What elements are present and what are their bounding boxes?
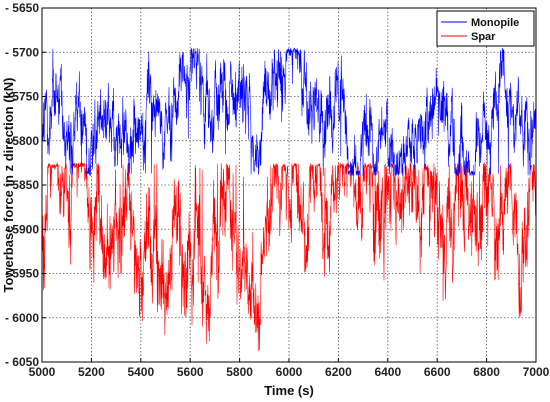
x-tick-label: 5200: [78, 365, 105, 379]
x-tick-label: 6000: [276, 365, 303, 379]
x-tick-label: 6200: [325, 365, 352, 379]
y-axis-label: Towerbase force in z direction (kN): [1, 77, 16, 292]
series-line-monopile: [41, 47, 537, 177]
x-tick-label: 5000: [29, 365, 56, 379]
x-tick-label: 6800: [473, 365, 500, 379]
x-tick-label: 5400: [127, 365, 154, 379]
x-tick-label: 5800: [226, 365, 253, 379]
x-tick-label: 6600: [424, 365, 451, 379]
legend-label-spar: Spar: [471, 31, 496, 43]
y-tick-label: - 5900: [5, 222, 39, 236]
y-tick-label: - 5750: [5, 90, 39, 104]
legend-box: [436, 10, 535, 47]
y-tick-label: - 5650: [5, 1, 39, 15]
series-group: [41, 47, 537, 352]
x-axis-ticks: 5000 5200 5400 5600 5800 6000 6200 6400 6600 6800…: [29, 358, 550, 379]
x-tick-label: 7000: [523, 365, 550, 379]
x-tick-label: 6400: [374, 365, 401, 379]
x-axis-label: Time (s): [264, 383, 314, 398]
x-tick-label: 5600: [177, 365, 204, 379]
y-tick-label: - 5800: [5, 134, 39, 148]
legend: Monopile Spar: [436, 10, 535, 47]
y-tick-label: - 5850: [5, 178, 39, 192]
y-tick-label: - 5950: [5, 267, 39, 281]
legend-label-monopile: Monopile: [471, 17, 519, 29]
y-axis-ticks: - 5650 - 5700 - 5750 - 5800 - 5850 - 5900 - 59…: [5, 1, 46, 369]
y-tick-label: - 6000: [5, 311, 39, 325]
series-line-spar: [41, 162, 537, 352]
grid-lines: [42, 8, 536, 362]
y-tick-label: - 6050: [5, 355, 39, 369]
y-tick-label: - 5700: [5, 45, 39, 59]
